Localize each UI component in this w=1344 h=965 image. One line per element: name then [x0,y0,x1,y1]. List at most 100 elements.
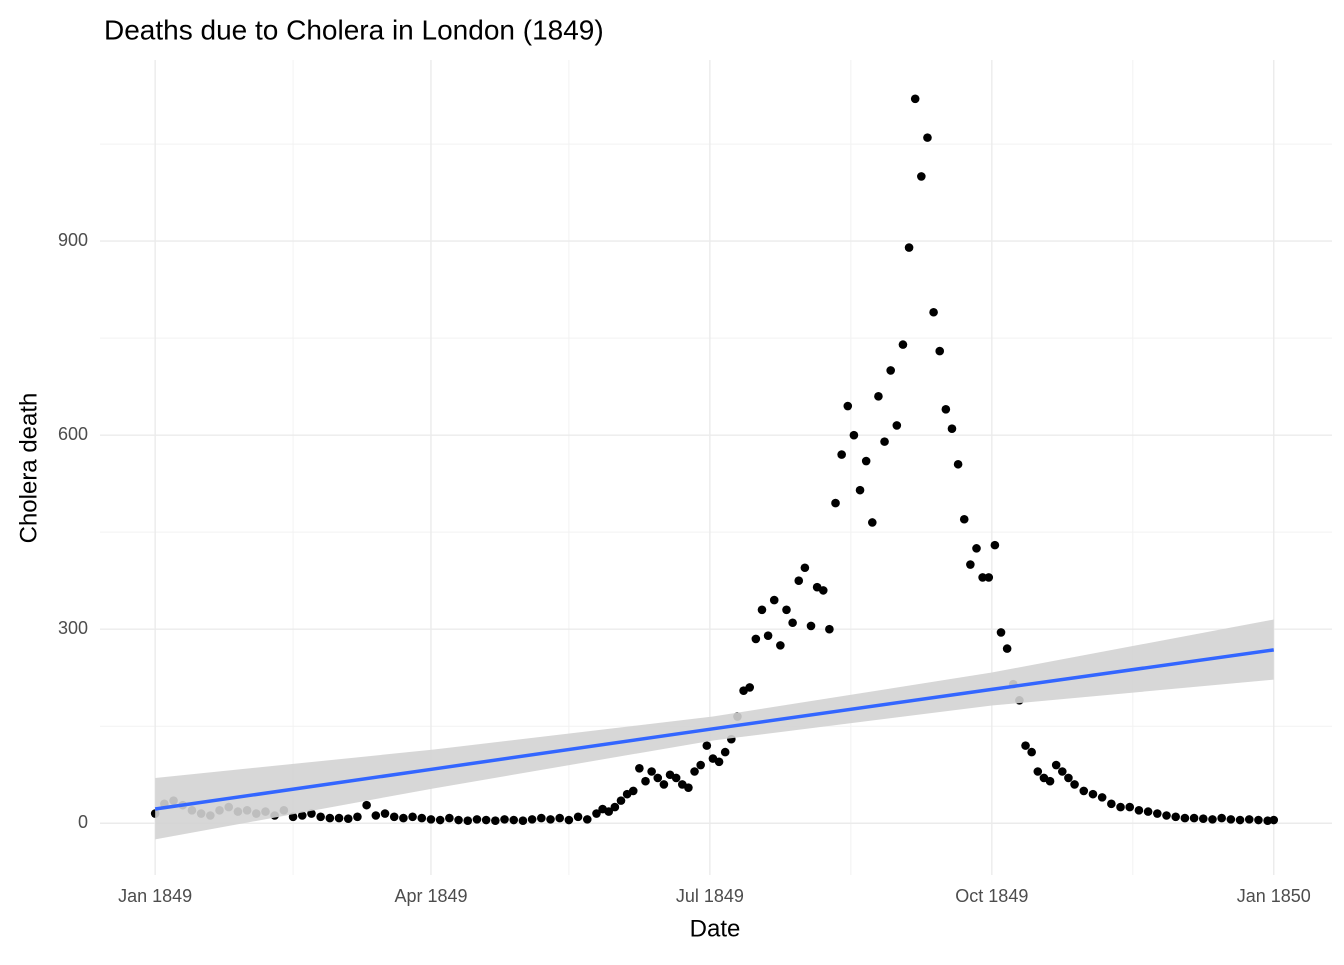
point [353,812,362,822]
x-tick-label: Oct 1849 [955,886,1028,906]
point [491,816,500,825]
point [316,812,325,822]
point [782,605,791,615]
point [1208,815,1217,824]
y-tick-label: 600 [58,424,88,444]
point [751,634,761,644]
point [592,809,601,818]
point [1162,811,1171,820]
point [978,573,987,582]
point [861,456,871,466]
point [1269,815,1279,825]
point [696,760,705,770]
point [1027,747,1036,757]
point [1107,799,1116,809]
point [690,767,699,776]
point [362,800,371,810]
point [831,498,840,508]
point [1051,760,1061,770]
point [837,450,846,459]
point [684,783,693,792]
point [500,815,509,824]
point [1217,813,1226,823]
point [788,618,797,628]
point [518,816,528,825]
point [1097,793,1107,802]
point [1088,789,1098,799]
point [757,605,767,615]
x-tick-label: Jan 1850 [1237,886,1311,906]
point [334,813,344,823]
point [509,815,519,825]
point [990,540,1000,550]
point [1180,813,1190,823]
point [996,628,1006,637]
point [880,437,889,446]
point [1153,809,1162,818]
y-tick-label: 0 [78,812,88,832]
point [904,243,914,252]
point [843,401,853,411]
point [343,814,353,824]
point [454,815,463,825]
point [408,812,417,822]
point [720,747,730,757]
point [1070,780,1079,789]
point [917,172,926,181]
point [929,307,938,317]
point [1064,773,1073,783]
point [794,576,804,585]
point [769,595,779,605]
point [564,815,574,825]
point [1116,802,1125,812]
point [763,631,773,640]
point [325,813,335,823]
point [573,812,583,822]
point [714,757,724,767]
point [1143,807,1153,816]
point [818,586,828,595]
x-tick-label: Apr 1849 [394,886,467,906]
point [616,796,626,805]
fit-line [154,648,1275,811]
point [1134,806,1144,815]
point [445,813,454,823]
point [472,815,482,824]
point [647,767,656,776]
chart-title: Deaths due to Cholera in London (1849) [104,14,604,45]
point [1244,815,1254,824]
point [892,421,902,430]
point [628,786,638,796]
point [555,813,565,823]
point [435,815,445,825]
point [1002,644,1012,653]
point [635,763,644,773]
point [1254,815,1263,825]
point [399,813,408,823]
point [641,776,650,786]
point [380,809,390,818]
point [307,809,316,818]
point [941,404,951,414]
point [825,624,834,634]
point [659,780,669,789]
point [959,514,969,524]
point [1171,812,1181,822]
point [867,518,877,527]
point [1033,767,1043,776]
point [910,94,920,104]
point [874,392,883,401]
point [1079,786,1089,796]
x-tick-label: Jul 1849 [676,886,744,906]
point [1189,813,1199,823]
point [923,133,932,142]
point [297,811,307,820]
point [463,816,473,825]
y-axis-label: Cholera death [15,393,42,544]
point [537,813,546,823]
point [671,773,681,783]
point [1058,767,1067,776]
x-axis-label: Date [690,915,741,942]
point [947,424,957,433]
